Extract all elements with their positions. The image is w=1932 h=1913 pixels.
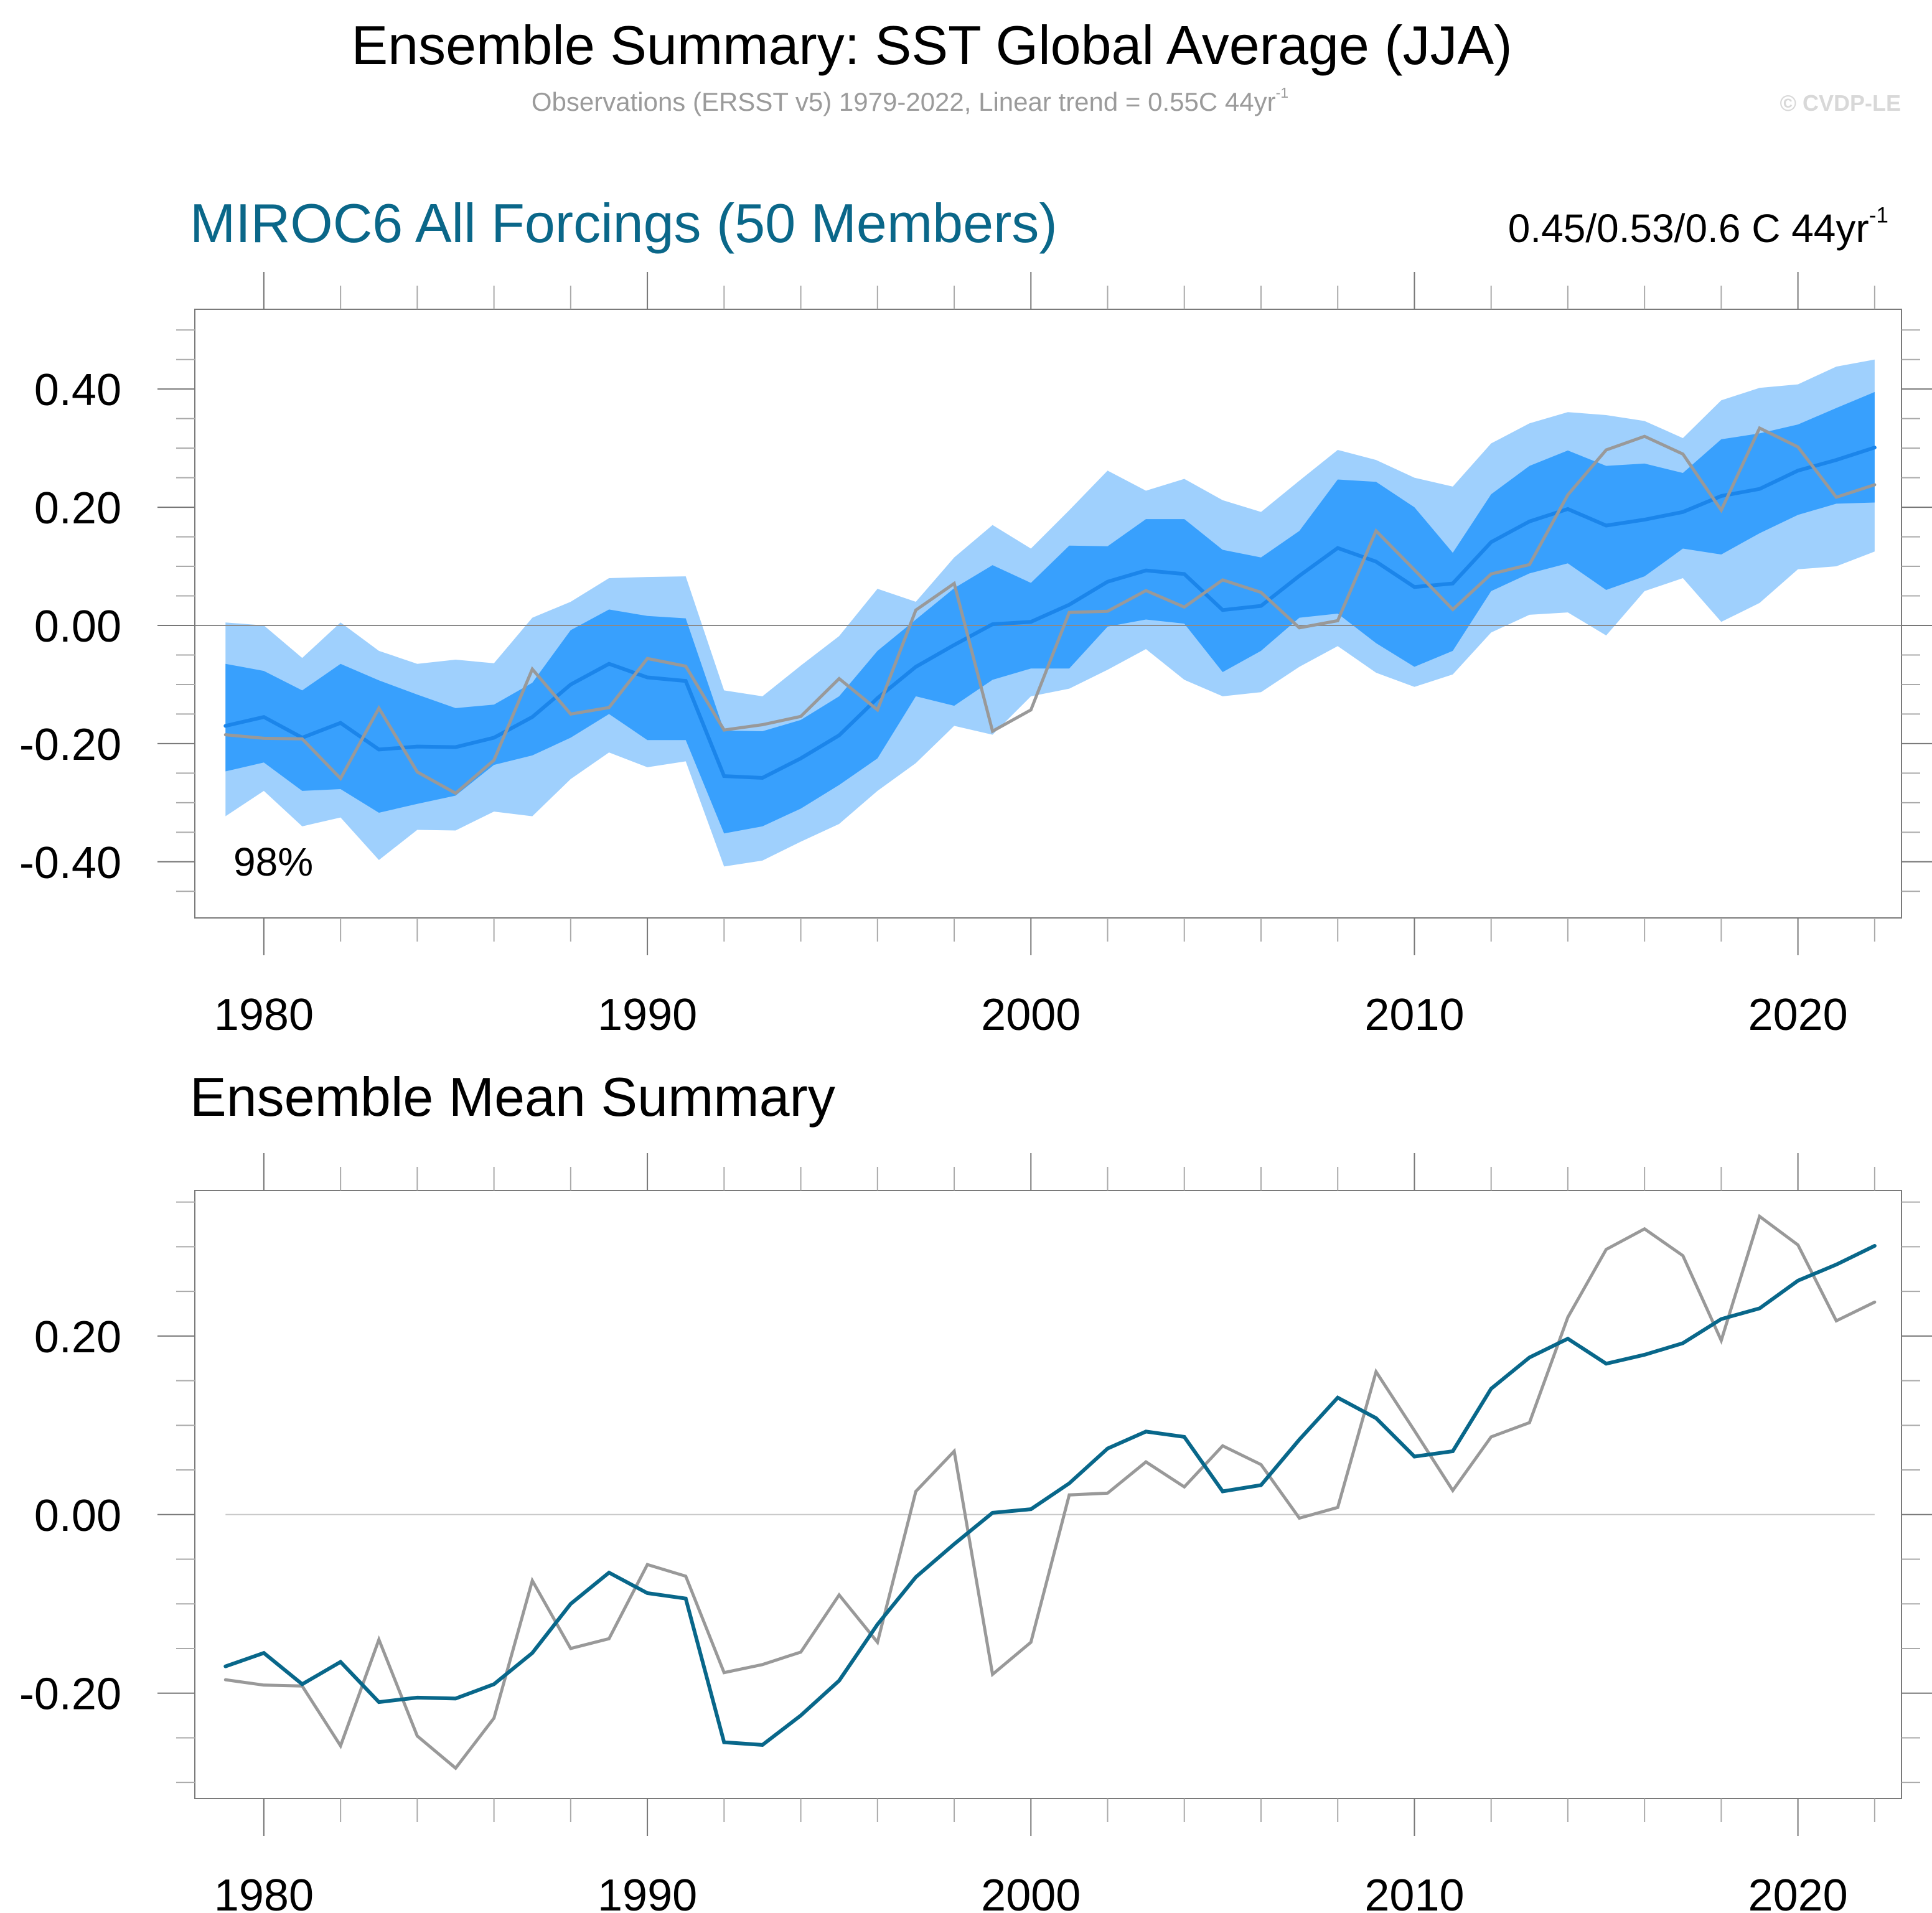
x-tick-label: 2010 xyxy=(1364,990,1464,1040)
main-title: Ensemble Summary: SST Global Average (JJ… xyxy=(351,14,1512,76)
observations-line xyxy=(223,1214,1877,1770)
y-tick-label: -0.20 xyxy=(19,720,121,770)
x-tick-label: 2020 xyxy=(1748,1871,1848,1913)
credit-watermark: © CVDP-LE xyxy=(1780,90,1901,116)
observations-line xyxy=(223,426,1877,795)
x-tick-label: 2020 xyxy=(1748,990,1848,1040)
ensemble-mean-line xyxy=(223,1243,1877,1747)
plot-frame xyxy=(194,309,1902,919)
ensemble-mean-line xyxy=(223,446,1877,780)
trend-range-label: 0.45/0.53/0.6 C 44yr-1 xyxy=(1508,203,1888,251)
ensemble-spread-chart: 1980 1990 2000 2010 2020 -0.40 -0.20 0.00 0.20 0.… xyxy=(19,272,1932,1040)
y-tick-label: -0.40 xyxy=(19,838,121,888)
subtitle-superscript: -1 xyxy=(1275,85,1289,101)
x-tick-label: 1990 xyxy=(598,990,697,1040)
subtitle-text: Observations (ERSST v5) 1979-2022, Linea… xyxy=(531,87,1276,116)
x-tick-label: 2000 xyxy=(981,1871,1081,1913)
x-tick-label: 1980 xyxy=(214,990,314,1040)
y-tick-label: 0.00 xyxy=(34,1491,121,1541)
ensemble-mean-chart: 1980 1990 2000 2010 2020 -0.20 0.00 0.20 xyxy=(19,1153,1932,1913)
trend-superscript: -1 xyxy=(1869,203,1888,228)
x-tick-label: 1990 xyxy=(598,1871,697,1913)
ensemble-panel-title: MIROC6 All Forcings (50 Members) xyxy=(190,192,1057,254)
y-tick-label: -0.20 xyxy=(19,1670,121,1719)
y-tick-label: 0.20 xyxy=(34,1312,121,1362)
y-tick-label: 0.40 xyxy=(34,365,121,415)
x-tick-label: 2000 xyxy=(981,990,1081,1040)
observations-subtitle: Observations (ERSST v5) 1979-2022, Linea… xyxy=(0,85,1932,117)
y-tick-label: 0.20 xyxy=(34,484,121,533)
x-tick-label: 2010 xyxy=(1364,1871,1464,1913)
plot-frame xyxy=(194,1190,1902,1799)
trend-text: 0.45/0.53/0.6 C 44yr xyxy=(1508,206,1869,251)
ensemble-mean-panel-title: Ensemble Mean Summary xyxy=(190,1066,835,1128)
y-tick-label: 0.00 xyxy=(34,602,121,652)
percentile-annotation: 98% xyxy=(233,840,313,884)
x-tick-label: 1980 xyxy=(214,1871,314,1913)
